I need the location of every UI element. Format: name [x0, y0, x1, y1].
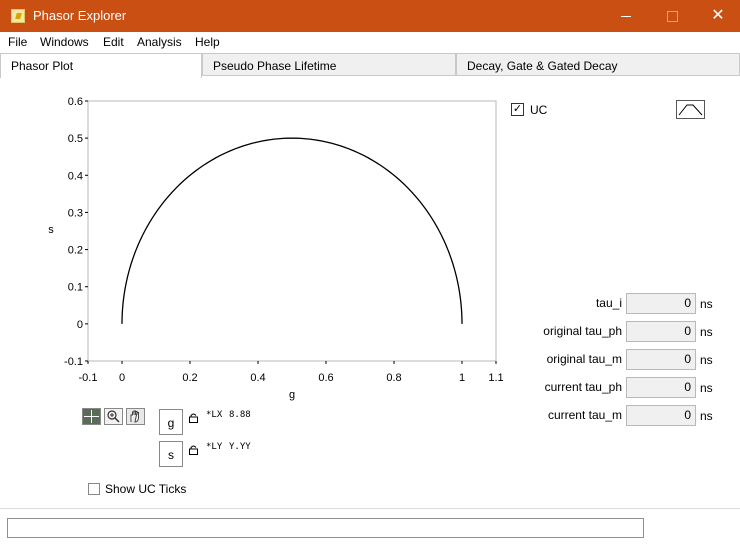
x-tick-label: 0	[119, 372, 125, 384]
x-tick-label: 0.4	[250, 372, 265, 384]
show-uc-ticks-checkbox[interactable]	[88, 483, 100, 495]
y-tick-label: 0	[77, 319, 83, 331]
menu-bar: File Windows Edit Analysis Help	[0, 32, 740, 52]
y-tick-label: 0.5	[68, 133, 83, 145]
close-button[interactable]: ✕	[695, 0, 740, 32]
maximize-button[interactable]	[649, 0, 695, 32]
show-uc-ticks-label: Show UC Ticks	[105, 482, 187, 496]
original-tau-ph-unit: ns	[700, 325, 713, 339]
current-tau-ph-field: 0	[626, 377, 696, 398]
menu-help[interactable]: Help	[195, 35, 220, 49]
hand-icon	[130, 410, 139, 423]
pan-tool-button[interactable]	[126, 408, 145, 425]
cursor-tool-button[interactable]	[82, 408, 101, 425]
menu-edit[interactable]: Edit	[103, 35, 124, 49]
window-title: Phasor Explorer	[33, 8, 127, 23]
tab-bar: Phasor Plot Pseudo Phase Lifetime Decay,…	[0, 53, 740, 78]
current-tau-ph-label: current tau_ph	[544, 380, 622, 394]
tau-i-unit: ns	[700, 297, 713, 311]
y-scale-format-button[interactable]: *LY	[206, 442, 223, 452]
original-tau-ph-label: original tau_ph	[543, 324, 622, 338]
status-bar	[7, 518, 644, 538]
tab-phasor-plot[interactable]: Phasor Plot	[0, 53, 202, 78]
x-axis-name-box[interactable]: g	[159, 409, 183, 435]
y-tick-label: 0.1	[68, 282, 83, 294]
current-tau-m-field: 0	[626, 405, 696, 426]
original-tau-ph-field: 0	[626, 321, 696, 342]
check-icon: ✓	[512, 103, 523, 115]
original-tau-m-field: 0	[626, 349, 696, 370]
crosshair-icon	[84, 410, 99, 423]
x-tick-label: -0.1	[79, 372, 98, 384]
y-tick-label: -0.1	[64, 356, 83, 368]
current-tau-m-unit: ns	[700, 409, 713, 423]
menu-analysis[interactable]: Analysis	[137, 35, 182, 49]
y-tick-label: 0.6	[68, 96, 83, 108]
x-lock-icon[interactable]	[189, 413, 198, 423]
tau-i-label: tau_i	[595, 296, 622, 310]
zoom-tool-button[interactable]	[104, 408, 123, 425]
current-tau-ph-unit: ns	[700, 381, 713, 395]
y-tick-label: 0.4	[68, 170, 83, 182]
y-number-format-button[interactable]: Y.YY	[229, 442, 251, 452]
y-axis-name-box[interactable]: s	[159, 441, 183, 467]
divider	[0, 508, 740, 509]
x-scale-format-button[interactable]: *LX	[206, 410, 223, 420]
uc-label: UC	[530, 103, 548, 117]
x-axis: -0.1 0 0.2 0.4 0.6 0.8 1 1.1	[79, 361, 504, 384]
uc-checkbox[interactable]: ✓	[511, 103, 524, 116]
maximize-icon	[667, 11, 678, 22]
menu-file[interactable]: File	[8, 35, 28, 49]
plot-area	[87, 100, 497, 362]
phasor-semicircle	[121, 137, 463, 324]
line-style-icon	[678, 104, 703, 116]
zoom-icon	[107, 410, 120, 423]
x-axis-label: g	[289, 389, 295, 401]
original-tau-m-unit: ns	[700, 353, 713, 367]
y-tick-label: 0.3	[68, 207, 83, 219]
x-tick-label: 0.6	[318, 372, 333, 384]
tab-pseudo-phase-lifetime[interactable]: Pseudo Phase Lifetime	[202, 53, 456, 76]
x-tick-label: 1	[459, 372, 465, 384]
minimize-button[interactable]	[603, 0, 649, 32]
y-axis: -0.1 0 0.1 0.2 0.3 0.4 0.5 0.6	[64, 96, 88, 368]
close-icon: ✕	[711, 7, 725, 24]
menu-windows[interactable]: Windows	[40, 35, 89, 49]
y-lock-icon[interactable]	[189, 445, 198, 455]
tau-i-field: 0	[626, 293, 696, 314]
y-tick-label: 0.2	[68, 245, 83, 257]
x-tick-label: 0.8	[386, 372, 401, 384]
minimize-icon	[621, 16, 631, 17]
title-bar: Phasor Explorer ✕	[0, 0, 740, 32]
y-axis-label: s	[48, 224, 54, 236]
x-tick-label: 0.2	[182, 372, 197, 384]
x-tick-label: 1.1	[488, 372, 503, 384]
plot-legend-line-icon[interactable]	[676, 100, 705, 119]
x-number-format-button[interactable]: 8.88	[229, 410, 251, 420]
current-tau-m-label: current tau_m	[547, 408, 622, 422]
original-tau-m-label: original tau_m	[546, 352, 622, 366]
tab-decay-gate[interactable]: Decay, Gate & Gated Decay	[456, 53, 740, 76]
app-icon	[11, 9, 25, 23]
